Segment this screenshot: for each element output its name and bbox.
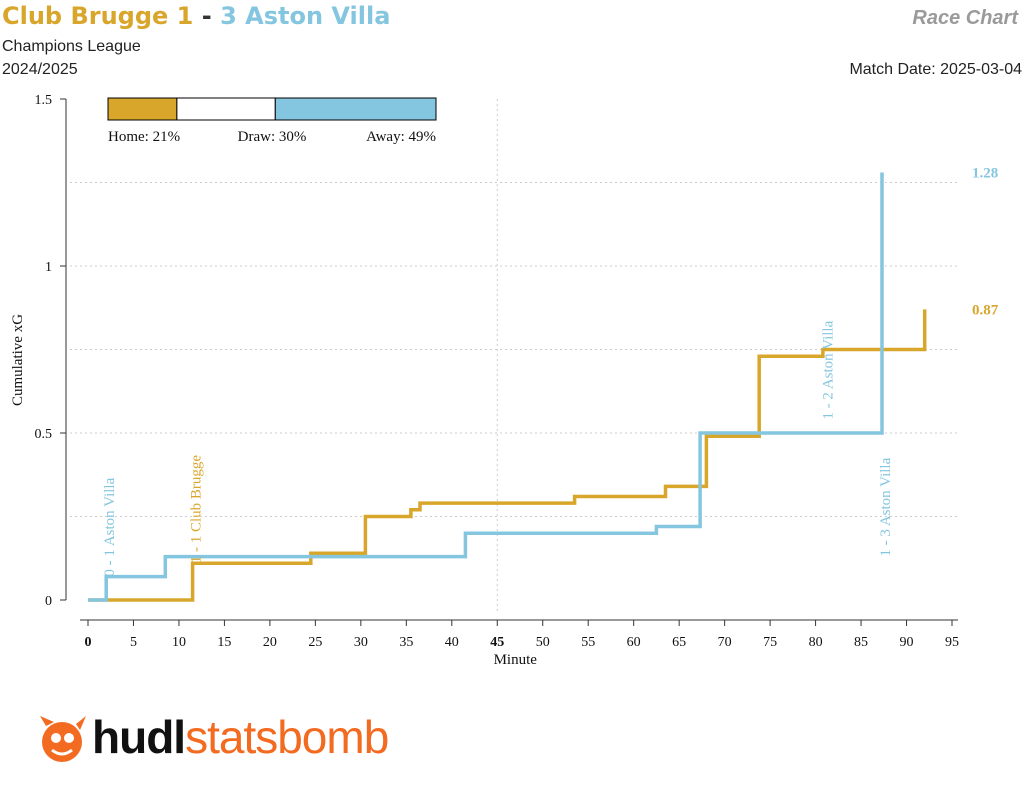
- goal-annotation: 1 - 3 Aston Villa: [878, 457, 894, 556]
- score-separator: -: [201, 2, 212, 30]
- x-tick-label: 40: [445, 635, 459, 650]
- home-score: 1: [176, 2, 194, 30]
- logo-wordmark: hudlstatsbomb: [92, 710, 389, 764]
- x-tick-label: 15: [217, 635, 231, 650]
- away-probability-label: Away: 49%: [366, 129, 436, 145]
- y-tick-label: 1: [45, 260, 52, 275]
- x-tick-label: 30: [354, 635, 368, 650]
- goal-annotation: 0 - 1 Aston Villa: [102, 477, 118, 576]
- y-tick-label: 1.5: [35, 93, 53, 108]
- goal-annotation: 1 - 2 Aston Villa: [821, 320, 837, 419]
- axes: 0 0.5 1 1.5 0 5 10 15 20 25 30 35 40 45 50 55 60 65 70 75 80…: [35, 93, 960, 650]
- x-tick-label: 5: [130, 635, 137, 650]
- x-tick-label: 10: [172, 635, 186, 650]
- probability-bar: Home: 21% Draw: 30% Away: 49%: [107, 97, 437, 145]
- match-title: Club Brugge 1 - 3 Aston Villa: [2, 2, 390, 30]
- x-tick-label: 90: [900, 635, 914, 650]
- home-probability-segment: [107, 97, 178, 121]
- xg-series: 0.87 1.28: [88, 165, 999, 602]
- x-tick-label: 65: [672, 635, 686, 650]
- chart-kind-label: Race Chart: [912, 7, 1018, 29]
- home-final-xg-label: 0.87: [972, 302, 999, 318]
- x-tick-label: 75: [763, 635, 777, 650]
- x-tick-label: 35: [399, 635, 413, 650]
- away-xg-line: [88, 172, 884, 602]
- away-team-name: Aston Villa: [245, 2, 391, 30]
- home-probability-label: Home: 21%: [108, 129, 180, 145]
- y-tick-label: 0: [45, 594, 52, 609]
- match-date: Match Date: 2025-03-04: [849, 61, 1022, 78]
- home-team-name: Club Brugge: [2, 2, 169, 30]
- x-tick-label: 45: [490, 635, 504, 650]
- away-final-xg-label: 1.28: [972, 165, 998, 181]
- x-tick-label: 85: [854, 635, 868, 650]
- draw-probability-label: Draw: 30%: [238, 129, 307, 145]
- x-tick-label: 25: [308, 635, 322, 650]
- x-axis-label: Minute: [494, 652, 538, 668]
- y-axis-label: Cumulative xG: [10, 314, 26, 406]
- competition-name: Champions League: [2, 38, 141, 55]
- x-tick-label: 60: [627, 635, 641, 650]
- season-label: 2024/2025: [2, 61, 78, 78]
- statsbomb-logo-icon: [40, 716, 86, 762]
- y-tick-label: 0.5: [35, 427, 53, 442]
- race-chart: Home: 21% Draw: 30% Away: 49% 0 0.5 1 1.5 0 5…: [10, 93, 999, 668]
- hudl-statsbomb-logo: hudlstatsbomb: [36, 708, 456, 774]
- away-probability-segment: [274, 97, 437, 121]
- x-tick-label: 70: [718, 635, 732, 650]
- x-tick-label: 95: [945, 635, 959, 650]
- away-score: 3: [220, 2, 237, 30]
- goal-annotations: 0 - 1 Aston Villa 1 - 1 Club Brugge 1 - 2 …: [102, 320, 894, 576]
- x-tick-label: 55: [581, 635, 595, 650]
- draw-probability-segment: [176, 97, 276, 121]
- x-tick-label: 20: [263, 635, 277, 650]
- goal-annotation: 1 - 1 Club Brugge: [189, 455, 205, 564]
- x-tick-label: 50: [536, 635, 550, 650]
- logo-text-light: statsbomb: [185, 711, 389, 763]
- logo-text-bold: hudl: [92, 711, 186, 763]
- x-tick-label: 0: [85, 635, 92, 650]
- x-tick-label: 80: [809, 635, 823, 650]
